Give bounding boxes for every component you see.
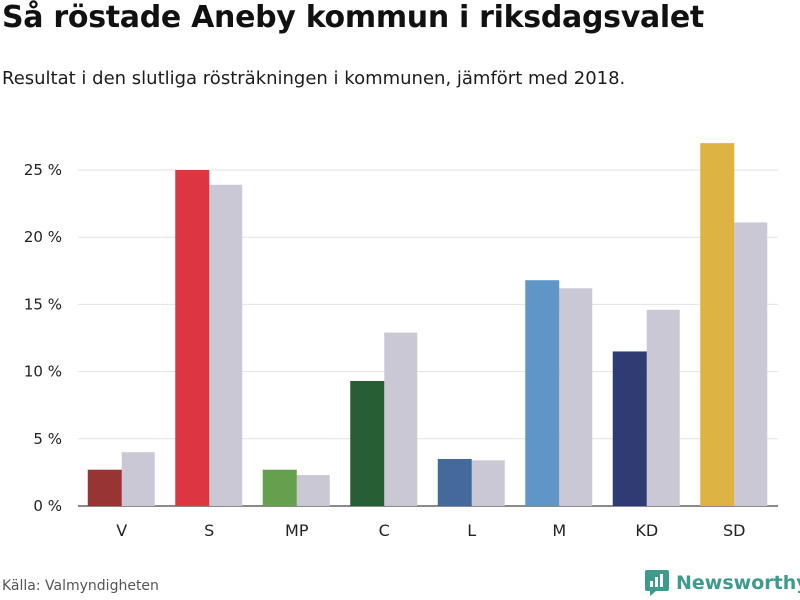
y-tick-label: 25 % [24, 161, 62, 179]
bar-previous [209, 184, 243, 506]
bar-current [350, 381, 385, 506]
x-tick-label: L [467, 521, 476, 540]
bar-current [87, 469, 122, 506]
y-tick-label: 5 % [33, 430, 62, 448]
chart-subtitle: Resultat i den slutliga rösträkningen i … [2, 68, 626, 89]
bar-previous [734, 222, 768, 506]
bar-current [525, 280, 560, 506]
y-tick-label: 20 % [24, 228, 62, 246]
chart-title: Så röstade Aneby kommun i riksdagsvalet [2, 0, 704, 35]
x-tick-label: M [552, 521, 566, 540]
x-tick-label: S [204, 521, 214, 540]
bar-previous [471, 460, 505, 506]
bar-previous [121, 452, 155, 506]
bar-previous [384, 332, 418, 506]
y-tick-label: 0 % [33, 497, 62, 515]
bar-previous [646, 309, 680, 506]
bar-chart: 0 % 5 % 10 % 15 % 20 % 25 % V S MP C L M KD SD [24, 143, 778, 540]
x-tick-label: MP [285, 521, 309, 540]
y-tick-label: 15 % [24, 295, 62, 313]
bar-current [700, 143, 735, 506]
bar-chart-icon [645, 570, 669, 596]
brand-logo: Newsworthy [644, 568, 800, 598]
y-tick-label: 10 % [24, 363, 62, 381]
x-tick-label: C [379, 521, 390, 540]
x-tick-label: V [116, 521, 127, 540]
bar-current [612, 351, 647, 506]
x-tick-label: KD [635, 521, 658, 540]
source-note: Källa: Valmyndigheten [2, 578, 159, 594]
bar-current [262, 469, 297, 506]
bar-previous [559, 288, 593, 506]
x-tick-label: SD [723, 521, 745, 540]
bar-current [175, 170, 210, 506]
bar-current [437, 458, 472, 506]
bar-previous [296, 475, 330, 506]
brand-name: Newsworthy [676, 572, 800, 594]
